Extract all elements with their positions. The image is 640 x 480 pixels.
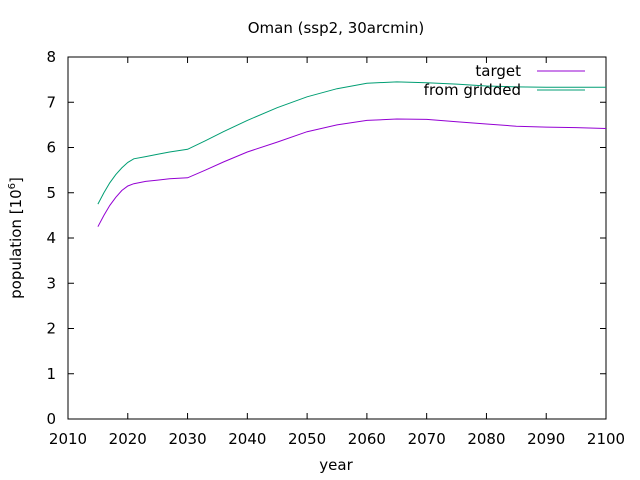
- series-line-0: [97, 118, 607, 227]
- y-tick-label: 6: [46, 139, 56, 157]
- x-tick-label: 2060: [348, 430, 386, 448]
- x-tick-label: 2050: [288, 430, 326, 448]
- y-axis-label: population [106]: [7, 177, 25, 299]
- x-tick-label: 2080: [467, 430, 505, 448]
- legend-label: from gridded: [424, 81, 521, 99]
- x-tick-label: 2040: [228, 430, 266, 448]
- y-tick-label: 2: [46, 320, 56, 338]
- y-tick-label: 5: [46, 184, 56, 202]
- y-tick-label: 0: [46, 410, 56, 428]
- series-lines: [97, 81, 607, 227]
- x-axis-label: year: [319, 456, 353, 474]
- y-tick-label: 3: [46, 274, 56, 292]
- x-tick-label: 2010: [49, 430, 87, 448]
- x-tick-label: 2070: [408, 430, 446, 448]
- series-line-1: [97, 81, 606, 205]
- y-tick-label: 4: [46, 229, 56, 247]
- legend-label: target: [475, 62, 521, 80]
- x-tick-label: 2020: [109, 430, 147, 448]
- chart-title: Oman (ssp2, 30arcmin): [248, 19, 424, 37]
- x-tick-label: 2100: [587, 430, 625, 448]
- y-axis-label-close: ]: [7, 177, 25, 183]
- y-axis-label-exponent: 6: [7, 183, 18, 189]
- plot-area-frame: [67, 56, 607, 420]
- y-axis: 0 1 2 3 4 5 6 7 8: [46, 48, 606, 428]
- x-axis: 2010 2020 2030 2040 2050 2060 2070 2080 2090 2100: [49, 57, 625, 448]
- y-tick-label: 8: [46, 48, 56, 66]
- x-tick-label: 2030: [168, 430, 206, 448]
- x-tick-label: 2090: [527, 430, 565, 448]
- y-axis-label-main: population [10: [7, 189, 25, 299]
- y-tick-label: 7: [46, 93, 56, 111]
- y-tick-label: 1: [46, 365, 56, 383]
